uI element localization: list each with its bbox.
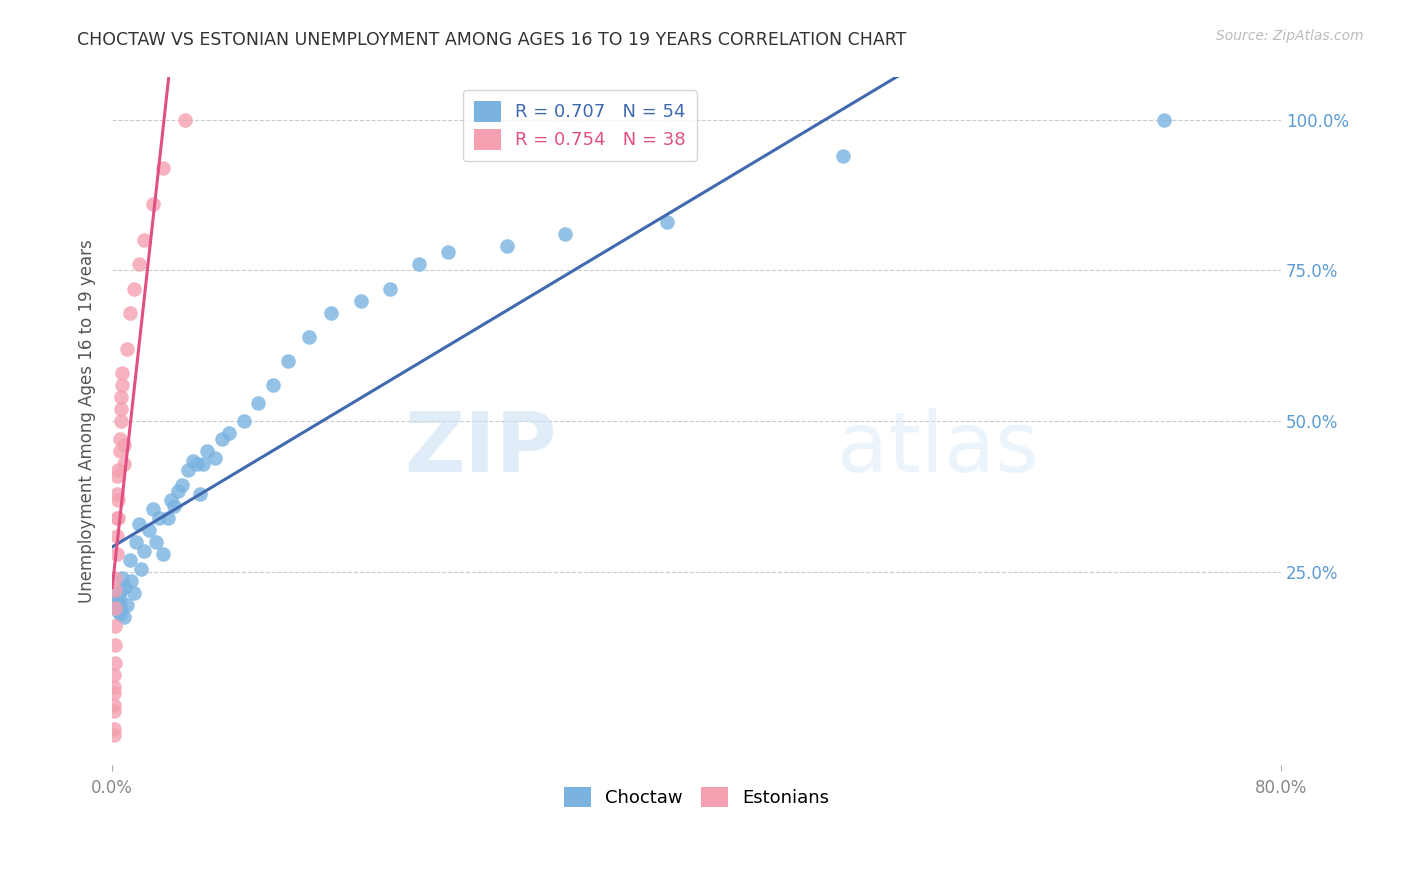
Point <box>104 583 127 598</box>
Point <box>437 245 460 260</box>
Legend: Choctaw, Estonians: Choctaw, Estonians <box>557 780 837 814</box>
Point <box>112 610 135 624</box>
Y-axis label: Unemployment Among Ages 16 to 19 years: Unemployment Among Ages 16 to 19 years <box>79 239 96 603</box>
Point <box>831 149 853 163</box>
Text: CHOCTAW VS ESTONIAN UNEMPLOYMENT AMONG AGES 16 TO 19 YEARS CORRELATION CHART: CHOCTAW VS ESTONIAN UNEMPLOYMENT AMONG A… <box>77 31 907 49</box>
Point <box>1153 112 1175 127</box>
Point <box>105 529 128 543</box>
Point <box>110 414 132 428</box>
Point <box>204 450 226 465</box>
Point <box>107 511 129 525</box>
Point <box>108 433 131 447</box>
Point <box>188 486 211 500</box>
Point <box>105 547 128 561</box>
Point <box>657 215 679 229</box>
Point <box>107 492 129 507</box>
Point <box>104 619 127 633</box>
Point <box>112 457 135 471</box>
Point <box>103 667 125 681</box>
Text: ZIP: ZIP <box>404 409 557 490</box>
Point <box>103 704 125 718</box>
Point <box>107 586 129 600</box>
Point <box>134 233 156 247</box>
Point <box>177 462 200 476</box>
Point <box>111 571 134 585</box>
Point <box>148 511 170 525</box>
Point <box>172 477 194 491</box>
Point <box>103 722 125 736</box>
Point <box>118 306 141 320</box>
Point <box>298 330 321 344</box>
Point <box>103 686 125 700</box>
Point <box>495 239 517 253</box>
Point <box>128 257 150 271</box>
Point <box>110 390 132 404</box>
Point <box>111 366 134 380</box>
Point <box>211 433 233 447</box>
Point <box>105 468 128 483</box>
Point <box>128 516 150 531</box>
Point <box>105 486 128 500</box>
Text: atlas: atlas <box>837 409 1039 490</box>
Point <box>103 728 125 742</box>
Point <box>181 453 204 467</box>
Point <box>115 599 138 613</box>
Point <box>115 342 138 356</box>
Point <box>110 583 132 598</box>
Point <box>159 492 181 507</box>
Point <box>167 483 190 498</box>
Point <box>156 511 179 525</box>
Point <box>191 457 214 471</box>
Point <box>138 523 160 537</box>
Point <box>105 589 128 603</box>
Point <box>262 378 284 392</box>
Point <box>408 257 430 271</box>
Point <box>110 601 132 615</box>
Point <box>103 698 125 712</box>
Point <box>114 580 136 594</box>
Point <box>554 227 576 242</box>
Point <box>277 354 299 368</box>
Point <box>152 161 174 175</box>
Point <box>162 499 184 513</box>
Point <box>145 535 167 549</box>
Point <box>321 306 343 320</box>
Point <box>103 680 125 694</box>
Point <box>247 396 270 410</box>
Point <box>105 599 128 613</box>
Point <box>108 444 131 458</box>
Point <box>122 586 145 600</box>
Point <box>174 112 197 127</box>
Point <box>142 197 165 211</box>
Point <box>124 535 146 549</box>
Point <box>134 544 156 558</box>
Point <box>108 607 131 622</box>
Point <box>152 547 174 561</box>
Point <box>107 604 129 618</box>
Text: Source: ZipAtlas.com: Source: ZipAtlas.com <box>1216 29 1364 43</box>
Point <box>112 438 135 452</box>
Point <box>131 562 153 576</box>
Point <box>378 282 401 296</box>
Point <box>349 293 371 308</box>
Point <box>186 457 208 471</box>
Point <box>232 414 254 428</box>
Point <box>104 638 127 652</box>
Point <box>122 282 145 296</box>
Point <box>107 462 129 476</box>
Point <box>120 574 142 589</box>
Point <box>111 378 134 392</box>
Point <box>118 553 141 567</box>
Point <box>108 592 131 607</box>
Point <box>104 601 127 615</box>
Point <box>105 511 128 525</box>
Point <box>104 571 127 585</box>
Point <box>105 595 128 609</box>
Point <box>142 501 165 516</box>
Point <box>104 656 127 670</box>
Point <box>218 426 240 441</box>
Point <box>195 444 218 458</box>
Point <box>110 402 132 417</box>
